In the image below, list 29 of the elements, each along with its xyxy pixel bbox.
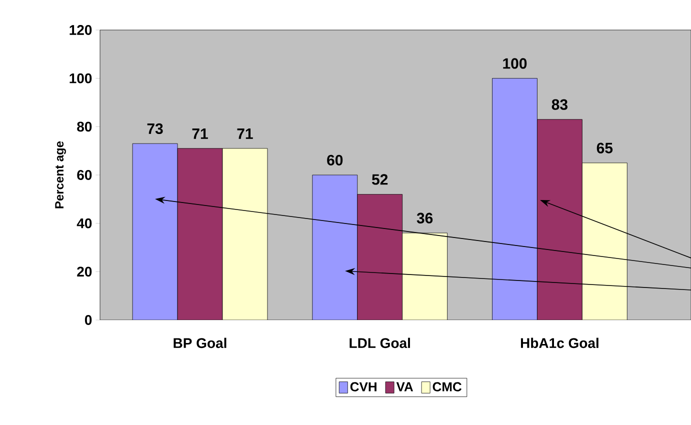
y-tick-label: 100 <box>70 73 92 84</box>
data-label: 71 <box>192 128 208 139</box>
x-tick-label: HbA1c Goal <box>520 338 598 348</box>
legend-label: CVH <box>350 382 376 392</box>
data-label: 65 <box>596 142 613 154</box>
data-label: 100 <box>503 58 527 69</box>
legend-label: VA <box>396 382 414 392</box>
y-tick-label: 40 <box>76 218 92 228</box>
data-label: 83 <box>552 99 568 110</box>
data-label: 52 <box>372 174 388 185</box>
x-tick-label: BP Goal <box>174 338 226 348</box>
bar <box>492 78 538 320</box>
bar <box>582 162 628 320</box>
y-tick-label: 20 <box>77 266 92 277</box>
y-tick-label: 0 <box>84 315 92 325</box>
bar <box>402 232 448 320</box>
data-label: 73 <box>147 123 163 134</box>
bar <box>312 174 358 320</box>
bar <box>132 143 178 320</box>
x-tick-label: LDL Goal <box>350 338 410 348</box>
y-tick-label: 60 <box>77 170 92 180</box>
bar <box>222 148 268 320</box>
y-axis-title: Percent age <box>55 141 66 208</box>
y-tick-label: 120 <box>70 25 92 35</box>
legend-label: CMC <box>432 382 462 392</box>
data-label: 60 <box>327 154 343 166</box>
data-label: 36 <box>416 212 433 224</box>
data-label: 71 <box>237 128 253 139</box>
y-tick-label: 80 <box>77 122 92 132</box>
